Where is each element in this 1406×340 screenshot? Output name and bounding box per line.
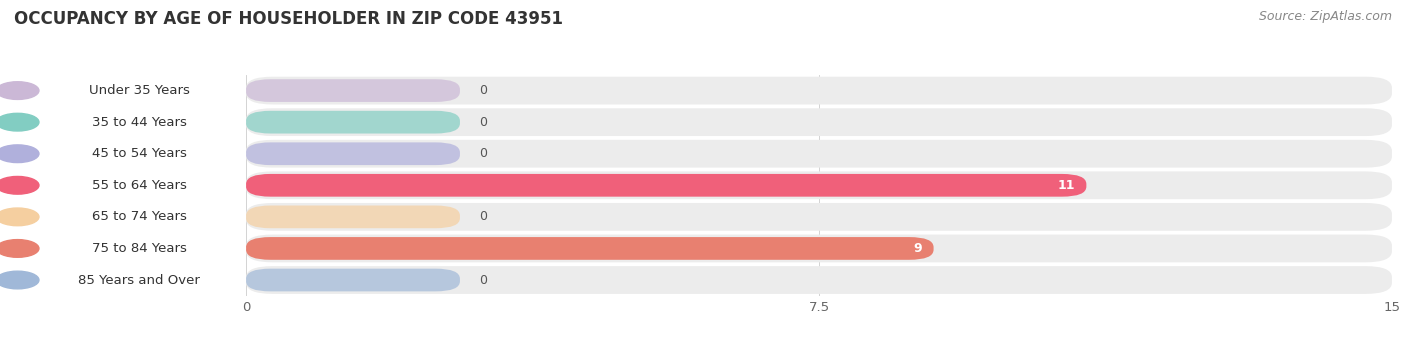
FancyBboxPatch shape xyxy=(4,111,246,133)
Text: 9: 9 xyxy=(914,242,922,255)
Text: 85 Years and Over: 85 Years and Over xyxy=(79,273,200,287)
Text: 0: 0 xyxy=(479,84,486,97)
FancyBboxPatch shape xyxy=(246,235,1392,262)
FancyBboxPatch shape xyxy=(4,269,246,291)
FancyBboxPatch shape xyxy=(246,79,460,102)
Circle shape xyxy=(0,176,39,194)
Text: 0: 0 xyxy=(479,210,486,223)
Text: 11: 11 xyxy=(1057,179,1076,192)
Circle shape xyxy=(0,82,39,99)
FancyBboxPatch shape xyxy=(246,269,460,291)
FancyBboxPatch shape xyxy=(246,203,1392,231)
Circle shape xyxy=(0,113,39,131)
FancyBboxPatch shape xyxy=(246,140,1392,168)
Text: 75 to 84 Years: 75 to 84 Years xyxy=(91,242,187,255)
Text: Source: ZipAtlas.com: Source: ZipAtlas.com xyxy=(1258,10,1392,23)
Text: Under 35 Years: Under 35 Years xyxy=(89,84,190,97)
Text: 65 to 74 Years: 65 to 74 Years xyxy=(91,210,187,223)
FancyBboxPatch shape xyxy=(246,237,934,260)
FancyBboxPatch shape xyxy=(246,111,460,134)
FancyBboxPatch shape xyxy=(4,206,246,228)
Text: 0: 0 xyxy=(479,147,486,160)
Text: 0: 0 xyxy=(479,116,486,129)
Text: OCCUPANCY BY AGE OF HOUSEHOLDER IN ZIP CODE 43951: OCCUPANCY BY AGE OF HOUSEHOLDER IN ZIP C… xyxy=(14,10,562,28)
FancyBboxPatch shape xyxy=(246,108,1392,136)
Text: 0: 0 xyxy=(479,273,486,287)
FancyBboxPatch shape xyxy=(4,174,246,197)
FancyBboxPatch shape xyxy=(4,143,246,165)
Circle shape xyxy=(0,271,39,289)
FancyBboxPatch shape xyxy=(246,174,1087,197)
FancyBboxPatch shape xyxy=(246,77,1392,104)
FancyBboxPatch shape xyxy=(4,80,246,102)
FancyBboxPatch shape xyxy=(246,266,1392,294)
Text: 45 to 54 Years: 45 to 54 Years xyxy=(91,147,187,160)
Circle shape xyxy=(0,145,39,163)
FancyBboxPatch shape xyxy=(246,171,1392,199)
Circle shape xyxy=(0,240,39,257)
FancyBboxPatch shape xyxy=(246,142,460,165)
FancyBboxPatch shape xyxy=(246,205,460,228)
Text: 55 to 64 Years: 55 to 64 Years xyxy=(91,179,187,192)
Text: 35 to 44 Years: 35 to 44 Years xyxy=(91,116,187,129)
Circle shape xyxy=(0,208,39,226)
FancyBboxPatch shape xyxy=(4,237,246,259)
